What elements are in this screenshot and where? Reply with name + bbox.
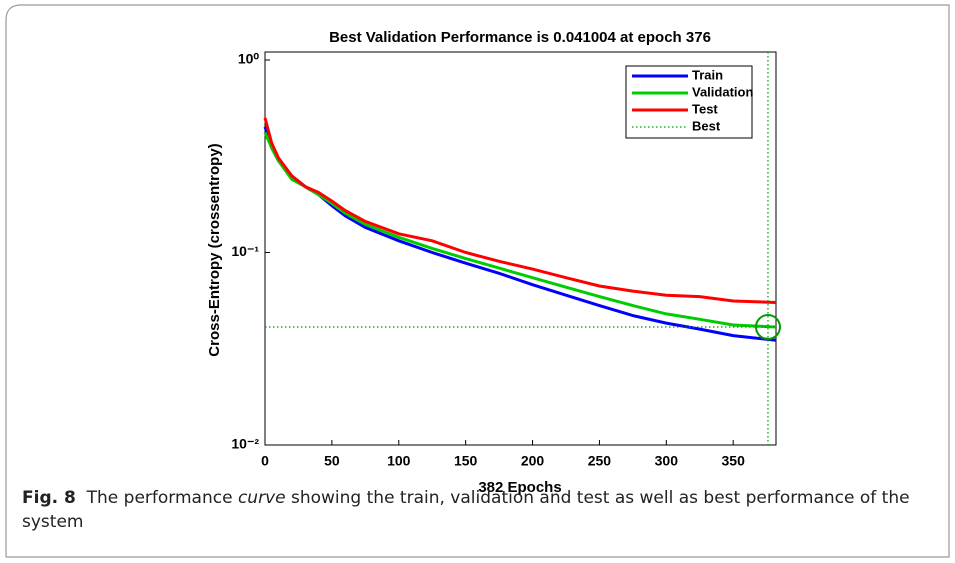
x-tick-label: 350 (722, 453, 746, 469)
caption-emphasis: curve (237, 488, 286, 508)
x-tick-label: 300 (655, 453, 679, 469)
x-tick-label: 100 (387, 453, 411, 469)
caption-text: The performance (86, 488, 238, 508)
y-tick-label: 10⁻² (231, 436, 259, 452)
legend-label: Test (692, 101, 718, 116)
x-tick-label: 50 (324, 453, 340, 469)
chart-title: Best Validation Performance is 0.041004 … (329, 29, 711, 46)
caption-label: Fig. 8 (22, 488, 76, 508)
series-line (263, 131, 777, 329)
series-line (263, 117, 777, 304)
x-tick-label: 200 (521, 453, 545, 469)
best-marker (754, 314, 781, 341)
x-tick-label: 150 (454, 453, 478, 469)
legend-label: Best (692, 118, 721, 133)
x-tick-label: 250 (588, 453, 612, 469)
y-tick-label: 10⁰ (238, 51, 260, 67)
x-axis-label: 382 Epochs (478, 479, 561, 496)
legend-label: Train (692, 67, 723, 82)
caption-text: showing the train, validation and test a… (22, 488, 910, 532)
caption: Fig. 8 The performance curve showing the… (22, 486, 932, 534)
y-tick-label: 10⁻¹ (231, 243, 259, 259)
x-tick-label: 0 (261, 453, 269, 469)
y-axis-label: Cross-Entropy (crossentropy) (206, 143, 223, 356)
legend-label: Validation (692, 84, 753, 99)
figure-frame (5, 4, 950, 558)
legend-box (625, 65, 753, 139)
